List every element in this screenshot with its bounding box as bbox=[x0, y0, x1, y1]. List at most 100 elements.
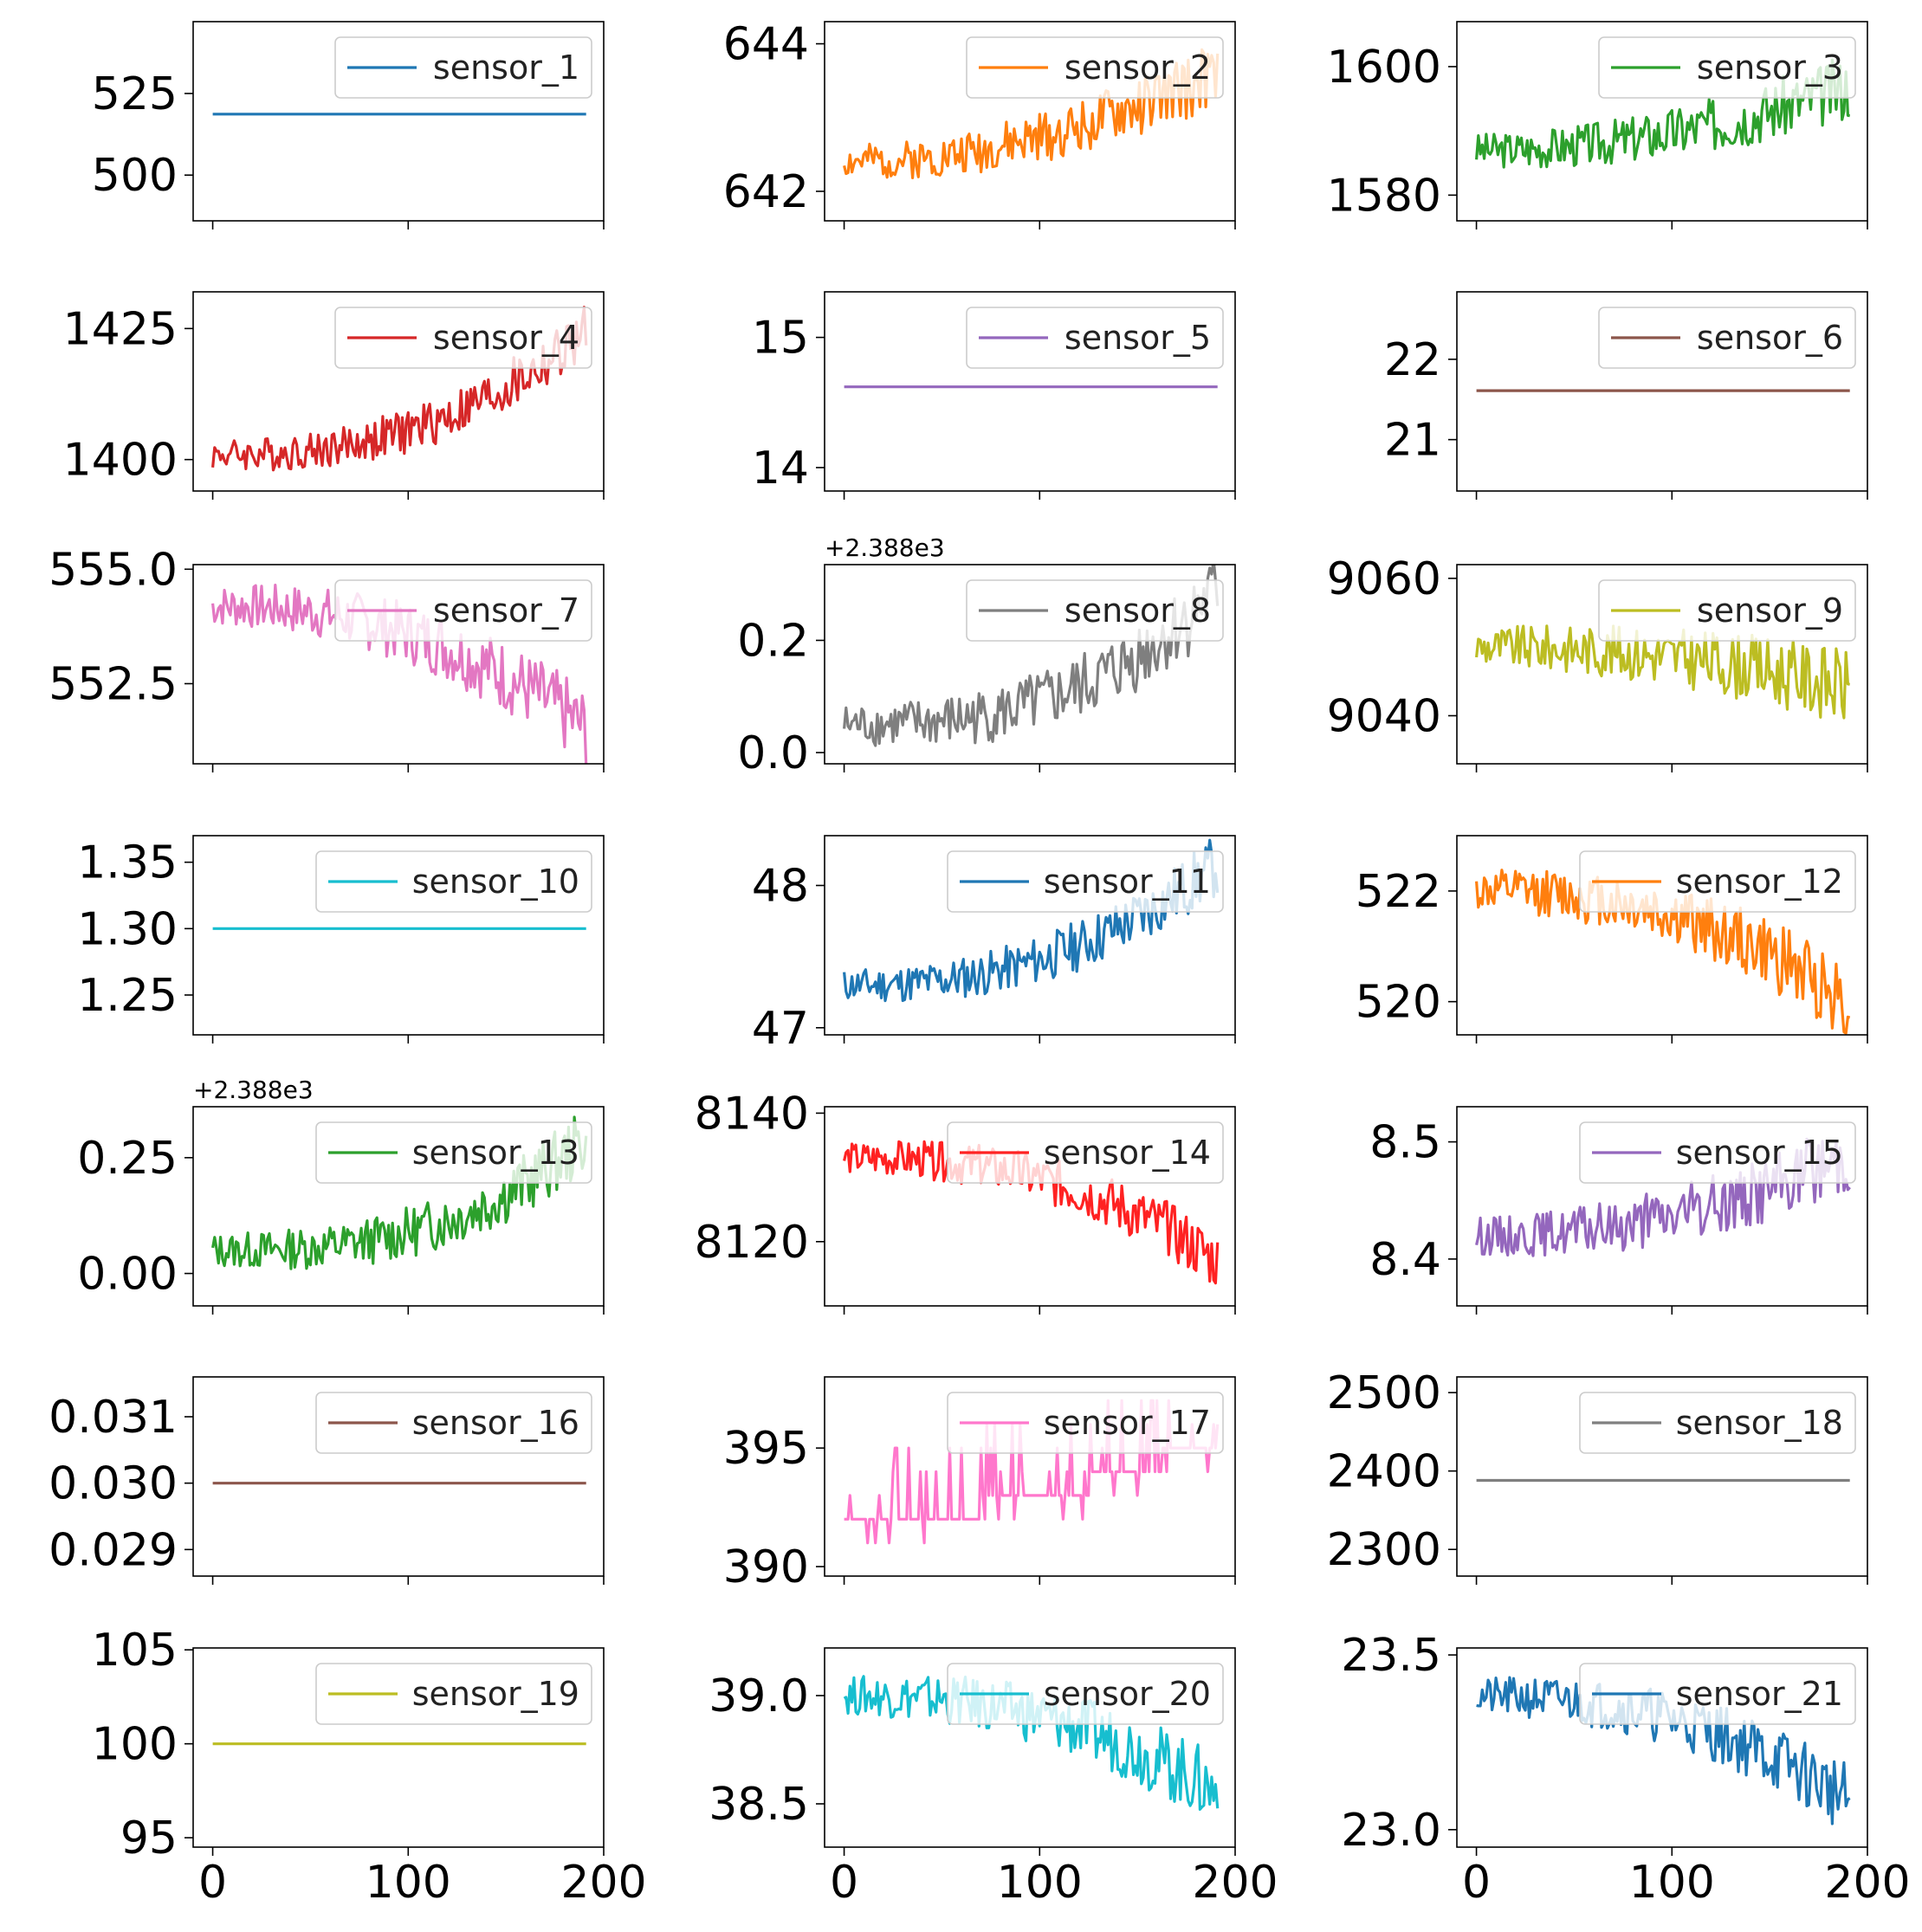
y-tick-label: 39.0 bbox=[709, 1670, 809, 1722]
y-tick-label: 22 bbox=[1384, 334, 1441, 386]
series-line-sensor_17 bbox=[844, 1399, 1220, 1545]
y-tick-label: 8120 bbox=[695, 1217, 809, 1269]
legend: sensor_2 bbox=[966, 36, 1224, 99]
legend-box bbox=[1598, 36, 1856, 99]
y-tick-label: 8.5 bbox=[1369, 1117, 1441, 1169]
axes-frame bbox=[192, 1106, 605, 1307]
axes-frame bbox=[1456, 21, 1868, 222]
legend-box bbox=[315, 1663, 592, 1725]
subplot-sensor_18: 2300 2400 2500 sensor_18 bbox=[1327, 1367, 1868, 1585]
y-tick-label: 552.5 bbox=[49, 658, 178, 710]
series-line-sensor_15 bbox=[1475, 1137, 1851, 1257]
y-tick-label: 1425 bbox=[63, 303, 178, 355]
y-tick-label: 0.2 bbox=[737, 615, 809, 667]
x-tick-label: 200 bbox=[1192, 1857, 1278, 1909]
axis-offset-label: +2.388e3 bbox=[193, 1076, 314, 1104]
series-line-sensor_8 bbox=[843, 565, 1220, 747]
subplot-sensor_17: 390 395 sensor_17 bbox=[723, 1376, 1236, 1593]
y-tick-label: 555.0 bbox=[49, 544, 178, 596]
legend-label: sensor_9 bbox=[1697, 591, 1843, 630]
subplot-sensor_15: 8.4 8.5 sensor_15 bbox=[1369, 1106, 1868, 1315]
legend-box bbox=[966, 36, 1224, 99]
x-tick-label: 0 bbox=[198, 1857, 227, 1909]
subplot-sensor_9: 9040 9060 sensor_9 bbox=[1327, 553, 1868, 772]
axis-offset-label: +2.388e3 bbox=[825, 533, 945, 562]
y-tick-label: 395 bbox=[723, 1423, 809, 1475]
legend-box bbox=[1598, 579, 1856, 642]
legend-box bbox=[947, 1663, 1224, 1725]
series-line-sensor_4 bbox=[211, 306, 588, 472]
legend: sensor_8 bbox=[966, 579, 1224, 642]
subplot-sensor_4: 1400 1425 sensor_4 bbox=[63, 291, 605, 500]
legend-box bbox=[947, 850, 1224, 913]
y-tick-label: 48 bbox=[752, 861, 809, 913]
legend: sensor_5 bbox=[966, 307, 1224, 369]
y-tick-label: 0.0 bbox=[737, 727, 809, 779]
subplot-sensor_13: 0.00 0.25 +2.388e3 sensor_13 bbox=[77, 1076, 605, 1315]
y-tick-label: 23.5 bbox=[1341, 1630, 1441, 1682]
legend: sensor_18 bbox=[1579, 1392, 1856, 1454]
y-tick-label: 0.029 bbox=[49, 1524, 178, 1576]
series-line-sensor_12 bbox=[1475, 869, 1851, 1035]
axes-frame bbox=[1456, 291, 1868, 492]
legend-label: sensor_1 bbox=[433, 48, 579, 87]
legend-box bbox=[966, 579, 1224, 642]
series-line-sensor_3 bbox=[1475, 58, 1850, 169]
axes-frame bbox=[824, 21, 1236, 222]
legend: sensor_9 bbox=[1598, 579, 1856, 642]
y-tick-label: 0.25 bbox=[77, 1133, 178, 1185]
legend-label: sensor_6 bbox=[1697, 319, 1843, 357]
legend-box bbox=[1598, 307, 1856, 369]
legend-box bbox=[1579, 1121, 1856, 1184]
axes-frame bbox=[192, 1647, 605, 1848]
subplot-sensor_21: 23.0 23.5 0 100 200 sensor_21 bbox=[1341, 1630, 1910, 1909]
x-tick-label: 200 bbox=[1824, 1857, 1910, 1909]
axes-frame bbox=[824, 1106, 1236, 1307]
subplot-sensor_2: 642 644 sensor_2 bbox=[723, 19, 1236, 229]
x-tick-label: 100 bbox=[366, 1857, 451, 1909]
series-line-sensor_9 bbox=[1475, 624, 1850, 720]
y-tick-label: 47 bbox=[752, 1003, 809, 1055]
y-tick-label: 1400 bbox=[63, 435, 178, 487]
legend: sensor_16 bbox=[315, 1392, 592, 1454]
legend: sensor_21 bbox=[1579, 1663, 1856, 1725]
legend-label: sensor_16 bbox=[412, 1404, 579, 1442]
legend-label: sensor_10 bbox=[412, 863, 579, 901]
y-tick-label: 9040 bbox=[1327, 690, 1441, 742]
y-tick-label: 1.25 bbox=[77, 970, 178, 1022]
axes-frame bbox=[824, 1647, 1236, 1848]
y-tick-label: 644 bbox=[723, 19, 809, 71]
y-tick-label: 9060 bbox=[1327, 553, 1441, 605]
legend-label: sensor_7 bbox=[433, 591, 579, 630]
y-tick-label: 0.00 bbox=[77, 1249, 178, 1301]
y-tick-label: 522 bbox=[1356, 866, 1441, 918]
axes-frame bbox=[824, 564, 1236, 765]
series-line-sensor_14 bbox=[843, 1140, 1220, 1285]
legend-label: sensor_8 bbox=[1065, 591, 1211, 630]
legend-label: sensor_4 bbox=[433, 319, 579, 357]
y-tick-label: 8140 bbox=[695, 1088, 809, 1140]
legend: sensor_14 bbox=[947, 1121, 1224, 1184]
y-tick-label: 500 bbox=[92, 150, 178, 202]
y-tick-label: 1600 bbox=[1327, 42, 1441, 94]
x-tick-label: 0 bbox=[830, 1857, 858, 1909]
legend: sensor_12 bbox=[1579, 850, 1856, 913]
legend-box bbox=[1579, 850, 1856, 913]
legend: sensor_10 bbox=[315, 850, 592, 913]
legend-box bbox=[1579, 1663, 1856, 1725]
y-tick-label: 2500 bbox=[1327, 1367, 1441, 1419]
panels: 500 525 sensor_1 642 644 sensor_2 1580 1600 sens… bbox=[49, 19, 1911, 1909]
legend-box bbox=[966, 307, 1224, 369]
y-tick-label: 38.5 bbox=[709, 1779, 809, 1831]
legend: sensor_11 bbox=[947, 850, 1224, 913]
axes-frame bbox=[192, 291, 605, 492]
y-tick-label: 390 bbox=[723, 1541, 809, 1593]
subplot-sensor_5: 14 15 sensor_5 bbox=[752, 291, 1236, 500]
legend: sensor_6 bbox=[1598, 307, 1856, 369]
subplot-sensor_19: 95 100 105 0 100 200 sensor_19 bbox=[92, 1625, 647, 1909]
legend-label: sensor_2 bbox=[1065, 48, 1211, 87]
subplot-sensor_11: 47 48 sensor_11 bbox=[752, 835, 1236, 1055]
legend-label: sensor_21 bbox=[1676, 1675, 1843, 1713]
subplot-sensor_7: 552.5 555.0 sensor_7 bbox=[49, 544, 605, 772]
